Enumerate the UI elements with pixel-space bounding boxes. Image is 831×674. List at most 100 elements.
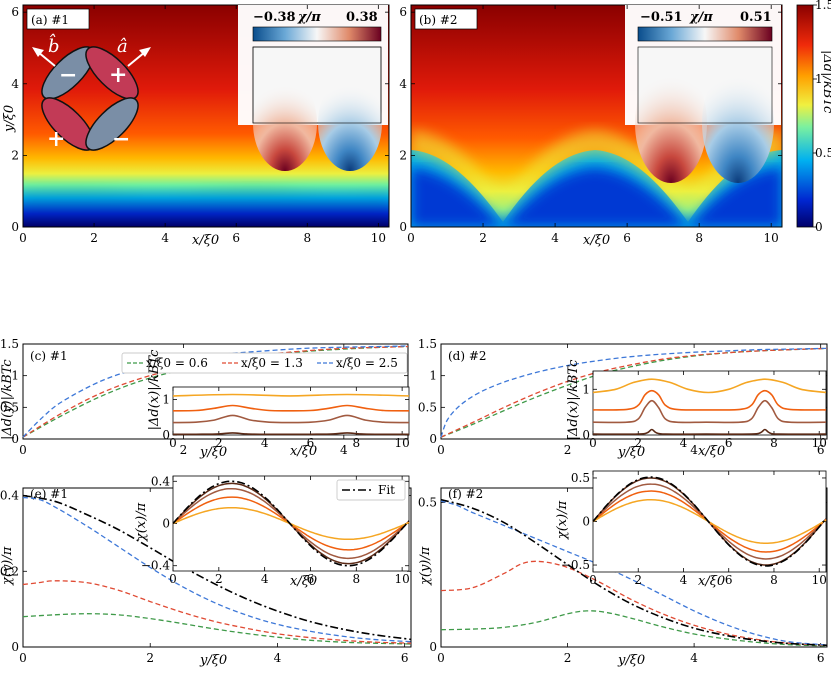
panel-d-series-3: [440, 347, 828, 438]
panel-f-inset-ylabel: χ(x)/π: [555, 500, 570, 540]
panel-d-inset-series-2: [592, 399, 827, 424]
panel-e-inset-xtick-label: 0: [169, 572, 177, 586]
dwave-orbital-icon: − + + − b̂ â: [32, 32, 151, 152]
panel-a-ytick-label: 4: [11, 77, 19, 91]
panel-c-legend-label: x/ξ0 = 1.3: [241, 356, 303, 370]
panel-e-ytick-label: 0: [11, 640, 19, 654]
panel-a-ytick-label: 0: [11, 220, 19, 234]
panel-d-inset-bg: [593, 371, 826, 435]
panel-d-inset-ytick-label: 1: [582, 382, 590, 396]
panel-c-inset-series-3: [172, 404, 410, 412]
panel-e-inset-xtick-label: 2: [215, 572, 223, 586]
sign-top-left: −: [59, 62, 77, 88]
panel-c-xtick-label: 2: [180, 443, 188, 457]
panel-d: (d) #2 y/ξ0: [440, 343, 828, 460]
panel-b-ytick-label: 2: [399, 148, 407, 162]
inset-a-min: −0.38: [253, 10, 296, 25]
panel-d-xtick-label: 2: [564, 443, 572, 457]
panel-b-xtick-label: 8: [695, 231, 703, 245]
panel-b-xtick-label: 2: [479, 231, 487, 245]
panel-f-inset-xtick-label: 10: [812, 573, 827, 587]
panel-a: − + + − b̂ â (a) #1 −0.38 χ/π 0.38 x/ξ0: [2, 4, 390, 248]
panel-b-xtick-label: 4: [551, 231, 559, 245]
panel-d-inset-series-4: [592, 378, 827, 394]
panel-a-label: (a) #1: [31, 13, 69, 27]
panel-a-ytick-label: 6: [11, 5, 19, 19]
panel-e-inset-ylabel: χ(x)/π: [134, 502, 149, 542]
panel-f-xtick-label: 6: [817, 651, 825, 665]
sign-bottom-left: +: [47, 126, 65, 152]
arrow-a-icon: [139, 47, 151, 57]
panel-f-xtick-label: 2: [564, 651, 572, 665]
panel-b-xlabel: x/ξ0: [583, 233, 610, 248]
panel-d-xtick-label: 6: [817, 443, 825, 457]
panel-e-fit: [22, 494, 412, 641]
panel-e-inset-ytick-label: −0.4: [141, 559, 171, 573]
panel-e-inset-xlabel: x/ξ0: [290, 574, 317, 589]
inset-b-colorbar: [637, 26, 773, 42]
panel-d-xtick-label: 4: [690, 443, 698, 457]
panel-f-ytick-label: 0: [429, 640, 437, 654]
panel-c-inset-xtick-label: 0: [169, 436, 177, 450]
panel-f-ytick-label: 0.5: [418, 495, 437, 509]
panel-c-ylabel: |Δd(y)|/kBTc: [0, 359, 15, 440]
colorbar-label: |Δd|/kBTc: [820, 50, 831, 114]
panel-a-xtick-label: 6: [232, 231, 240, 245]
main-colorbar: |Δd|/kBTc: [796, 4, 831, 228]
panel-c-xtick-label: 0: [19, 443, 27, 457]
panel-f-inset-xtick-label: 8: [770, 573, 778, 587]
panel-d-inset-xtick-label: 0: [589, 436, 597, 450]
panel-e-inset-xtick-label: 8: [352, 572, 360, 586]
panel-e-series-1: [22, 613, 412, 645]
panel-c-ytick-label: 0.5: [0, 400, 19, 414]
panel-d-inset-xtick-label: 4: [680, 436, 688, 450]
panel-d-inset-xlabel: x/ξ0: [698, 444, 725, 459]
panel-f-inset-ytick-label: 0.5: [571, 471, 590, 485]
panel-d-ytick-label: 0.5: [418, 400, 437, 414]
panel-c-inset-series-4: [172, 393, 410, 397]
sign-top-right: +: [109, 62, 127, 88]
panel-b-label: (b) #2: [419, 13, 458, 27]
panel-c-inset-ytick-label: 1: [162, 392, 170, 406]
panel-d-inset-series-1: [592, 428, 827, 435]
panel-f-series-2: [440, 560, 828, 646]
panel-e-inset-xtick-label: 4: [261, 572, 269, 586]
panel-b-xtick-label: 10: [764, 231, 779, 245]
panel-e-ylabel: χ(y)/π: [0, 546, 15, 586]
panel-e-series-3: [22, 496, 412, 643]
panel-c-inset-xtick-label: 10: [394, 436, 409, 450]
panel-c: (c) #1 y/ξ0 |Δd(y)|/kBTc: [0, 343, 409, 460]
panel-d-inset-xtick-label: 8: [770, 436, 778, 450]
panel-c-ytick-label: 0: [11, 432, 19, 446]
panel-b-inset: −0.51 χ/π 0.51: [625, 5, 781, 183]
panel-d-inset-xtick-label: 10: [812, 436, 827, 450]
panel-a-xtick-label: 8: [303, 231, 311, 245]
panel-d-inset-xtick-label: 6: [725, 436, 733, 450]
panel-c-legend-label: x/ξ0 = 0.6: [146, 356, 208, 370]
panel-e-legend-label: Fit: [378, 483, 395, 497]
panel-b-xtick-label: 0: [407, 231, 415, 245]
panel-d-inset-series-3: [592, 389, 827, 411]
panel-d-inset-xtick-label: 2: [634, 436, 642, 450]
panel-f-xtick-label: 4: [690, 651, 698, 665]
panel-a-xlabel: x/ξ0: [192, 233, 219, 248]
panel-e-ytick-label: 0.2: [0, 564, 19, 578]
panel-f-inset-fit: [592, 476, 827, 567]
panel-c-inset-xtick-label: 8: [352, 436, 360, 450]
arrow-b-icon: [32, 47, 44, 57]
panel-e-xtick-label: 0: [19, 651, 27, 665]
panel-c-inset-ytick-label: 0: [162, 428, 170, 442]
inset-b-title: χ/π: [689, 10, 713, 25]
panel-b-ytick-label: 4: [399, 77, 407, 91]
panel-f-inset-xtick-label: 6: [725, 573, 733, 587]
panel-a-xtick-label: 0: [19, 231, 27, 245]
panel-c-xlabel: y/ξ0: [199, 445, 227, 460]
panel-a-xtick-label: 2: [90, 231, 98, 245]
panel-c-inset-xtick-label: 6: [307, 436, 315, 450]
panel-f-fit: [440, 498, 828, 647]
panel-c-inset-xtick-label: 2: [215, 436, 223, 450]
panel-f-inset-ytick-label: 0: [582, 515, 590, 529]
panel-c-legend: [121, 352, 408, 374]
